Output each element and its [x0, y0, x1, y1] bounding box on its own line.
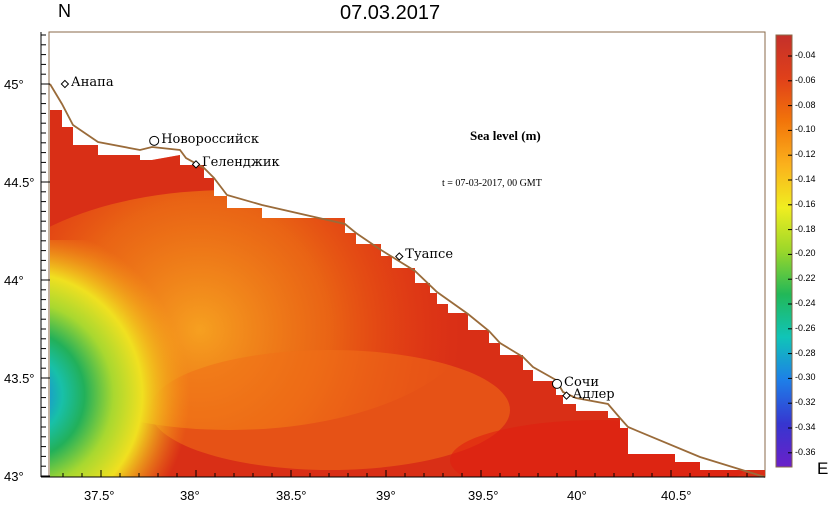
- lat-tick-label: 45°: [4, 77, 24, 92]
- east-label: E: [817, 459, 829, 478]
- lat-tick-label: 43.5°: [4, 371, 35, 386]
- city-label: Адлер: [572, 386, 615, 402]
- colorbar-label: -0.32: [795, 397, 816, 408]
- city-label: Новороссийск: [161, 131, 259, 147]
- colorbar-label: -0.14: [795, 174, 816, 184]
- colorbar-label: -0.18: [795, 223, 816, 234]
- lon-tick-label: 40.5°: [661, 488, 692, 503]
- city-marker: [191, 160, 201, 169]
- colorbar-ticks: [788, 55, 792, 454]
- colorbar: [775, 34, 793, 468]
- colorbar-label: -0.20: [795, 248, 816, 259]
- lon-tick-label: 37.5°: [84, 488, 115, 503]
- city-marker: [149, 135, 160, 146]
- lon-tick-label: 38.5°: [276, 488, 307, 503]
- lat-tick-label: 44.5°: [4, 175, 35, 190]
- city-label: Туапсе: [405, 247, 454, 263]
- north-label: N: [58, 1, 71, 21]
- lat-tick-label: 44°: [4, 273, 24, 288]
- colorbar-label: -0.06: [795, 74, 816, 85]
- city-marker: [395, 252, 404, 261]
- city-label: Сочи: [564, 374, 600, 390]
- colorbar-label: -0.36: [795, 446, 816, 457]
- colorbar-label: -0.12: [795, 149, 816, 160]
- colorbar-label: -0.10: [795, 124, 816, 135]
- tick-marks: [41, 34, 748, 477]
- colorbar-label: -0.16: [795, 198, 816, 209]
- colorbar-label: -0.30: [795, 372, 816, 383]
- axes: [40, 32, 765, 478]
- colorbar-label: -0.34: [795, 422, 816, 432]
- city-label: Геленджик: [202, 155, 280, 171]
- lon-tick-label: 40°: [567, 488, 587, 503]
- colorbar-label: -0.04: [795, 50, 816, 60]
- panel-title: Sea level (m): [470, 128, 541, 143]
- date-title: 07.03.2017: [340, 2, 441, 24]
- city-marker: [60, 79, 70, 89]
- colorbar-label: -0.22: [795, 273, 816, 284]
- lat-tick-label: 43°: [4, 469, 24, 484]
- colorbar-label: -0.28: [795, 347, 816, 358]
- city-marker: [562, 391, 571, 400]
- city-marker: [552, 378, 562, 389]
- lon-tick-label: 38°: [180, 488, 200, 503]
- colorbar-label: -0.08: [795, 99, 816, 110]
- colorbar-label: -0.24: [795, 298, 816, 308]
- coastline: [49, 83, 766, 478]
- time-label: t = 07-03-2017, 00 GMT: [442, 178, 542, 189]
- city-markers: [60, 79, 571, 400]
- lon-tick-label: 39.5°: [468, 488, 499, 503]
- lon-tick-label: 39°: [376, 488, 396, 503]
- city-label: Анапа: [70, 75, 114, 90]
- colorbar-label: -0.26: [795, 322, 816, 333]
